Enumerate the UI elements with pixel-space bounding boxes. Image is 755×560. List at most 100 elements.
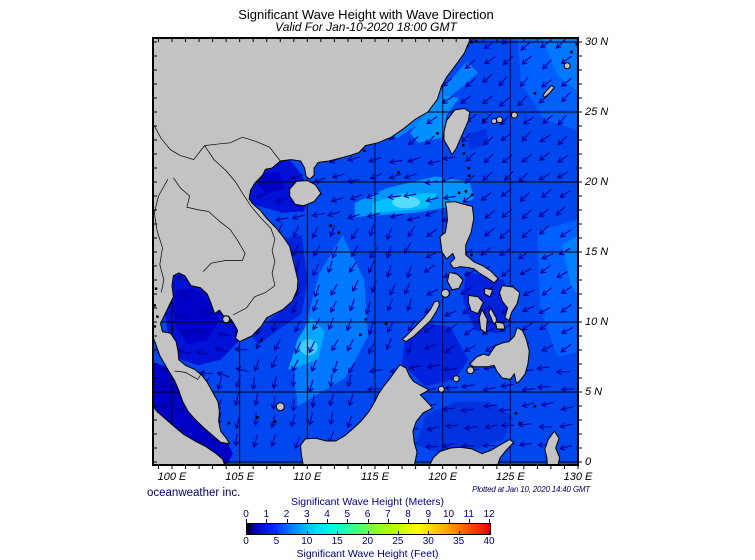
landmass (153, 38, 472, 445)
islet-speck (533, 92, 537, 95)
colorbar-meters-tick: 0 (243, 509, 249, 520)
landmass (300, 364, 433, 465)
islet-speck (227, 421, 231, 425)
colorbar-tick-mark (246, 519, 247, 523)
landmass (544, 430, 561, 465)
islet-speck (436, 132, 439, 135)
wave-height-patch (255, 172, 286, 194)
colorbar-meters-tick: 7 (384, 509, 391, 520)
colorbar-tick-mark (306, 519, 308, 523)
country-border (154, 125, 205, 161)
landmass (446, 271, 464, 291)
colorbar-tick-mark (448, 519, 450, 523)
islet-speck (156, 315, 159, 318)
island (510, 111, 518, 119)
islet-speck (337, 231, 340, 234)
colorbar-tick-mark (286, 519, 288, 523)
colorbar-tick-mark (408, 519, 409, 523)
chart-subtitle: Valid For Jan-10-2020 18:00 GMT (275, 20, 457, 34)
landmass (467, 294, 484, 315)
islet-speck (260, 339, 263, 342)
lon-label: 120 E (428, 471, 458, 483)
lon-label: 115 E (361, 471, 389, 483)
wave-height-patch (251, 235, 308, 345)
landmass (443, 108, 471, 156)
islet-speck (273, 420, 277, 423)
colorbar-meters-tick: 8 (405, 509, 411, 520)
islet-speck (464, 190, 468, 193)
islet-speck (474, 39, 478, 43)
country-border (204, 136, 281, 162)
landmass (484, 287, 494, 298)
lon-label: 125 E (495, 471, 525, 483)
colorbar-meters-tick: 5 (344, 509, 351, 520)
colorbar-tick-mark (337, 531, 339, 535)
island (222, 315, 231, 324)
colorbar-tick-mark (468, 519, 470, 523)
islet-speck (462, 152, 466, 155)
islet-speck (570, 50, 573, 54)
colorbar-tick-mark (387, 519, 389, 523)
colorbar-feet-tick: 10 (301, 536, 313, 547)
lat-label: 30 N (585, 36, 609, 48)
lat-label: 0 (585, 456, 592, 468)
colorbar-meters-tick: 11 (463, 509, 474, 520)
island (440, 288, 450, 298)
country-border (154, 179, 169, 293)
islet-speck (364, 318, 368, 321)
landmass (494, 321, 506, 330)
islet-speck (153, 304, 156, 307)
lon-label: 100 E (157, 471, 187, 483)
landmass (469, 327, 530, 385)
islet-speck (363, 149, 366, 152)
degree-ticks (153, 38, 582, 469)
colorbar-meters-tick: 2 (283, 509, 290, 520)
islet-speck (171, 328, 174, 331)
islet-speck (470, 193, 474, 197)
landmass (542, 84, 555, 98)
wave-height-patch (415, 401, 513, 454)
colorbar-tick-mark (266, 519, 268, 523)
islet-speck (518, 421, 522, 425)
islet-speck (384, 322, 388, 325)
landmass (499, 285, 521, 322)
islet-speck (575, 43, 578, 46)
country-border (173, 177, 246, 261)
islet-speck (514, 412, 518, 415)
landmass (289, 180, 322, 207)
wave-height-patch (541, 38, 578, 92)
colorbar-feet-tick: 25 (392, 536, 404, 547)
landmass (429, 439, 515, 465)
colorbar-meters-tick: 10 (442, 509, 455, 520)
colorbar-tick-mark (489, 531, 490, 535)
plotted-timestamp: Plotted at Jan 10, 2020 14:40 GMT (472, 485, 590, 494)
wave-height-patch (463, 271, 513, 334)
landmass (401, 300, 440, 343)
colorbar-feet-tick: 35 (453, 536, 465, 547)
lon-label: 130 E (563, 471, 593, 483)
island (563, 62, 571, 70)
islet-speck (461, 143, 465, 147)
colorbar-feet-tick: 30 (422, 536, 434, 547)
colorbar-feet-tick: 5 (273, 536, 280, 547)
wave-height-patch (293, 235, 369, 406)
colorbar-tick-mark (428, 519, 430, 523)
colorbar-tick-mark (347, 519, 349, 523)
island (275, 402, 285, 412)
wave-height-patch (561, 235, 578, 294)
chart-title: Significant Wave Height with Wave Direct… (238, 7, 494, 22)
colorbar-feet-tick: 40 (483, 536, 495, 547)
islet-speck (470, 41, 473, 44)
colorbar-tick-mark (397, 531, 399, 535)
lat-label: 10 N (585, 316, 609, 328)
islet-speck (533, 405, 537, 408)
landmass (153, 405, 226, 465)
islet-speck (457, 191, 461, 194)
country-border (174, 370, 201, 380)
country-border (204, 145, 276, 316)
lon-label: 110 E (293, 471, 322, 483)
colorbar-meters-tick: 1 (263, 509, 270, 520)
colorbar-meters-tick: 12 (483, 509, 495, 520)
colorbar-tick-mark (367, 531, 369, 535)
islet-speck (482, 118, 485, 122)
